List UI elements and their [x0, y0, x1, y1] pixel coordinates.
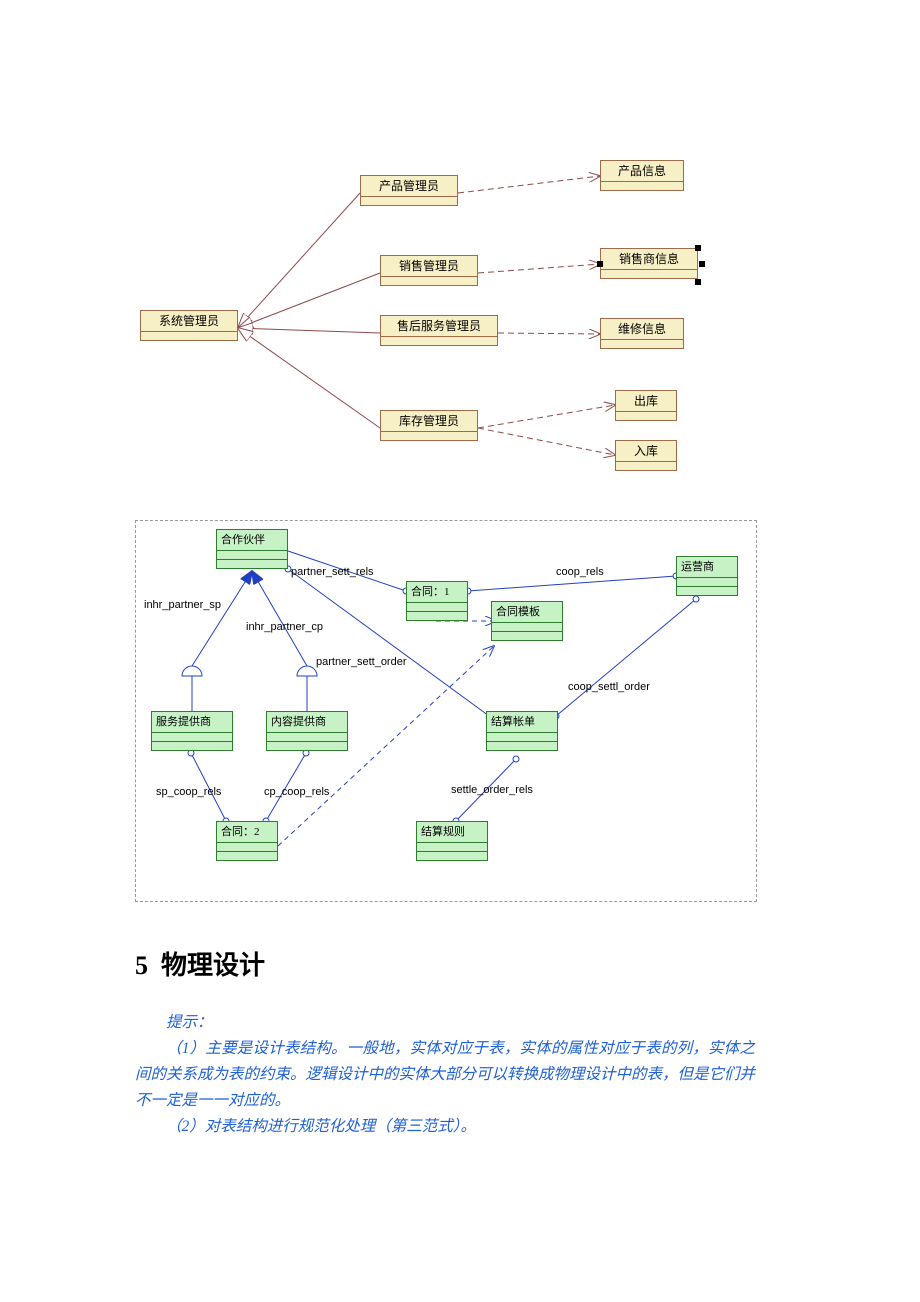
diagram-admin-hierarchy: 系统管理员产品管理员销售管理员售后服务管理员库存管理员产品信息销售商信息维修信息… [0, 0, 920, 380]
heading-title: 物理设计 [161, 951, 265, 980]
section-heading: 5 物理设计 [135, 945, 265, 982]
erd-node-settle_rule: 结算规则 [416, 821, 488, 861]
edge-label: sp_coop_rels [156, 786, 221, 798]
hint-item-1: （1）主要是设计表结构。一般地，实体对应于表，实体的属性对应于表的列，实体之间的… [135, 1036, 755, 1114]
edge-label: coop_settl_order [568, 681, 650, 693]
hint-paragraph: 提示： （1）主要是设计表结构。一般地，实体对应于表，实体的属性对应于表的列，实… [135, 1010, 755, 1140]
hint-item-2: （2）对表结构进行规范化处理（第三范式）。 [135, 1114, 755, 1140]
node-out: 出库 [615, 390, 677, 421]
selection-handle [695, 279, 701, 285]
node-sys: 系统管理员 [140, 310, 238, 341]
edge-label: settle_order_rels [451, 784, 533, 796]
node-seller_info: 销售商信息 [600, 248, 698, 279]
heading-number: 5 [135, 951, 148, 980]
node-in: 入库 [615, 440, 677, 471]
selection-handle [597, 261, 603, 267]
erd-node-operator: 运营商 [676, 556, 738, 596]
node-after_mgr: 售后服务管理员 [380, 315, 498, 346]
selection-handle [695, 245, 701, 251]
node-stock_mgr: 库存管理员 [380, 410, 478, 441]
edge-label: partner_sett_order [316, 656, 407, 668]
node-repair_info: 维修信息 [600, 318, 684, 349]
edge-label: cp_coop_rels [264, 786, 329, 798]
node-prod_info: 产品信息 [600, 160, 684, 191]
erd-node-svc: 服务提供商 [151, 711, 233, 751]
edge-label: partner_sett_rels [291, 566, 374, 578]
erd-node-contract1: 合同：1 [406, 581, 468, 621]
erd-node-contract2: 合同：2 [216, 821, 278, 861]
hint-label: 提示： [135, 1010, 755, 1036]
edge-label: inhr_partner_sp [144, 599, 221, 611]
node-prod_mgr: 产品管理员 [360, 175, 458, 206]
edge-label: coop_rels [556, 566, 604, 578]
erd-node-partner: 合作伙伴 [216, 529, 288, 569]
node-sales_mgr: 销售管理员 [380, 255, 478, 286]
diagram-partner-erd: 合作伙伴运营商合同：1 合同模板服务提供商内容提供商 结算帐单合同：2 结算规则 inh… [135, 520, 757, 902]
erd-node-settle_bill: 结算帐单 [486, 711, 558, 751]
selection-handle [699, 261, 705, 267]
erd-node-content: 内容提供商 [266, 711, 348, 751]
page-root: 系统管理员产品管理员销售管理员售后服务管理员库存管理员产品信息销售商信息维修信息… [0, 0, 920, 380]
edge-label: inhr_partner_cp [246, 621, 323, 633]
erd-node-tmpl: 合同模板 [491, 601, 563, 641]
